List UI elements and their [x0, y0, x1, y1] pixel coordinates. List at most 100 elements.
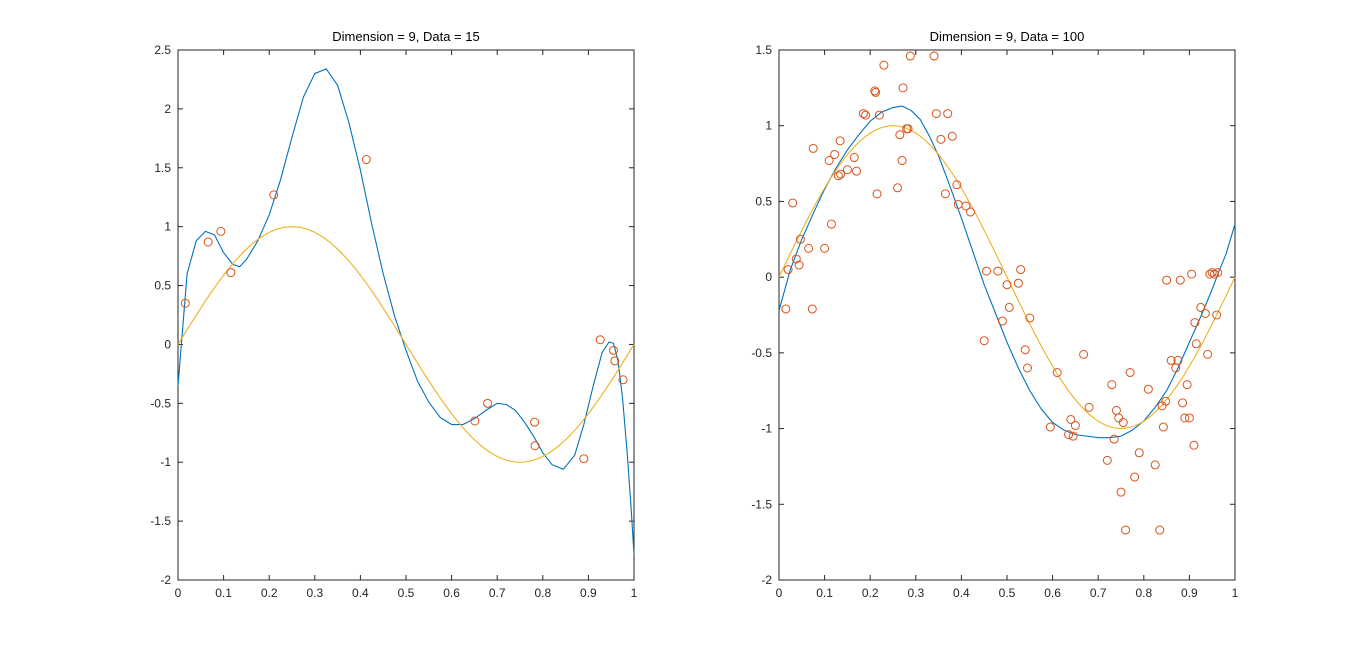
data-point	[966, 207, 976, 217]
data-point	[961, 201, 971, 211]
data-point	[470, 416, 480, 426]
data-point	[830, 149, 840, 159]
x-tick-label: 0.1	[215, 586, 232, 600]
x-tick-label: 1	[631, 586, 638, 600]
y-tick-label: 0	[765, 270, 772, 284]
x-tick-label: 0.3	[907, 586, 924, 600]
data-point	[1016, 265, 1026, 275]
data-point	[1212, 310, 1222, 320]
left-plot: Dimension = 9, Data = 15 0 0.1 0.2 0.3 0.4 0.…	[150, 29, 637, 600]
x-tick-label: 0.2	[261, 586, 278, 600]
x-tick-label: 0.7	[1090, 586, 1107, 600]
data-point	[804, 243, 814, 253]
data-point	[1143, 384, 1153, 394]
y-tick-label: 0.5	[154, 279, 171, 293]
data-point	[788, 198, 798, 208]
right-plot-title: Dimension = 9, Data = 100	[930, 29, 1085, 44]
data-point	[180, 298, 190, 308]
data-point	[858, 109, 868, 119]
data-point	[870, 86, 880, 96]
data-point	[1161, 396, 1171, 406]
x-tick-label: 0.8	[1135, 586, 1152, 600]
data-point	[1150, 460, 1160, 470]
data-point	[808, 143, 818, 153]
data-point	[1190, 318, 1200, 328]
right-plot: Dimension = 9, Data = 100 0 0.1 0.2 0.3 0.4 0…	[751, 29, 1238, 600]
x-tick-label: 0.3	[306, 586, 323, 600]
data-point	[824, 156, 834, 166]
y-tick-label: -1.5	[751, 497, 772, 511]
y-tick-label: -1	[761, 422, 772, 436]
data-point	[226, 268, 236, 278]
data-point	[871, 87, 881, 97]
data-point	[835, 136, 845, 146]
data-point	[1045, 422, 1055, 432]
data-point	[791, 254, 801, 264]
data-point	[216, 226, 226, 236]
y-tick-label: 1	[164, 220, 171, 234]
y-tick-label: 2.5	[154, 43, 171, 57]
data-point	[1070, 421, 1080, 431]
data-point	[1013, 278, 1023, 288]
data-point	[1207, 268, 1217, 278]
y-tick-label: 1.5	[154, 161, 171, 175]
data-point	[608, 345, 618, 355]
data-point	[952, 180, 962, 190]
left-plot-markers	[180, 155, 628, 464]
y-tick-label: -2	[160, 573, 171, 587]
x-tick-label: 0.4	[953, 586, 970, 600]
data-point	[269, 190, 279, 200]
data-point	[1191, 339, 1201, 349]
y-tick-label: 0	[164, 337, 171, 351]
data-point	[610, 356, 620, 366]
y-tick-label: -0.5	[751, 346, 772, 360]
data-point	[483, 398, 493, 408]
data-point	[905, 51, 915, 61]
data-point	[1004, 302, 1014, 312]
data-point	[836, 169, 846, 179]
data-point	[1079, 349, 1089, 359]
data-point	[1189, 440, 1199, 450]
data-point	[1025, 313, 1035, 323]
data-point	[1134, 448, 1144, 458]
data-point	[781, 304, 791, 314]
data-point	[903, 124, 913, 134]
data-point	[595, 335, 605, 345]
data-point	[943, 109, 953, 119]
y-tick-label: -1	[160, 455, 171, 469]
x-tick-label: 0.2	[862, 586, 879, 600]
y-tick-label: -0.5	[150, 396, 171, 410]
data-point	[1173, 355, 1183, 365]
left-plot-lines	[177, 68, 635, 555]
data-point	[849, 153, 859, 163]
data-point	[1052, 368, 1062, 378]
data-point	[1084, 402, 1094, 412]
data-point	[1116, 487, 1126, 497]
data-point	[795, 234, 805, 244]
data-point	[1196, 302, 1206, 312]
data-point	[807, 304, 817, 314]
y-tick-label: 1.5	[755, 43, 772, 57]
data-point	[783, 265, 793, 275]
x-tick-label: 0.4	[352, 586, 369, 600]
x-tick-label: 0.9	[1181, 586, 1198, 600]
data-point	[1184, 413, 1194, 423]
data-point	[1158, 422, 1168, 432]
x-tick-label: 0.7	[489, 586, 506, 600]
data-point	[820, 243, 830, 253]
data-point	[947, 131, 957, 141]
data-point	[1109, 434, 1119, 444]
data-point	[361, 155, 371, 165]
true-function-line	[177, 226, 635, 463]
data-point	[530, 417, 540, 427]
data-point	[979, 336, 989, 346]
data-point	[879, 60, 889, 70]
data-point	[794, 260, 804, 270]
data-point	[1121, 525, 1131, 535]
x-tick-label: 0.1	[816, 586, 833, 600]
data-point	[826, 219, 836, 229]
data-point	[1155, 525, 1165, 535]
data-point	[861, 110, 871, 120]
